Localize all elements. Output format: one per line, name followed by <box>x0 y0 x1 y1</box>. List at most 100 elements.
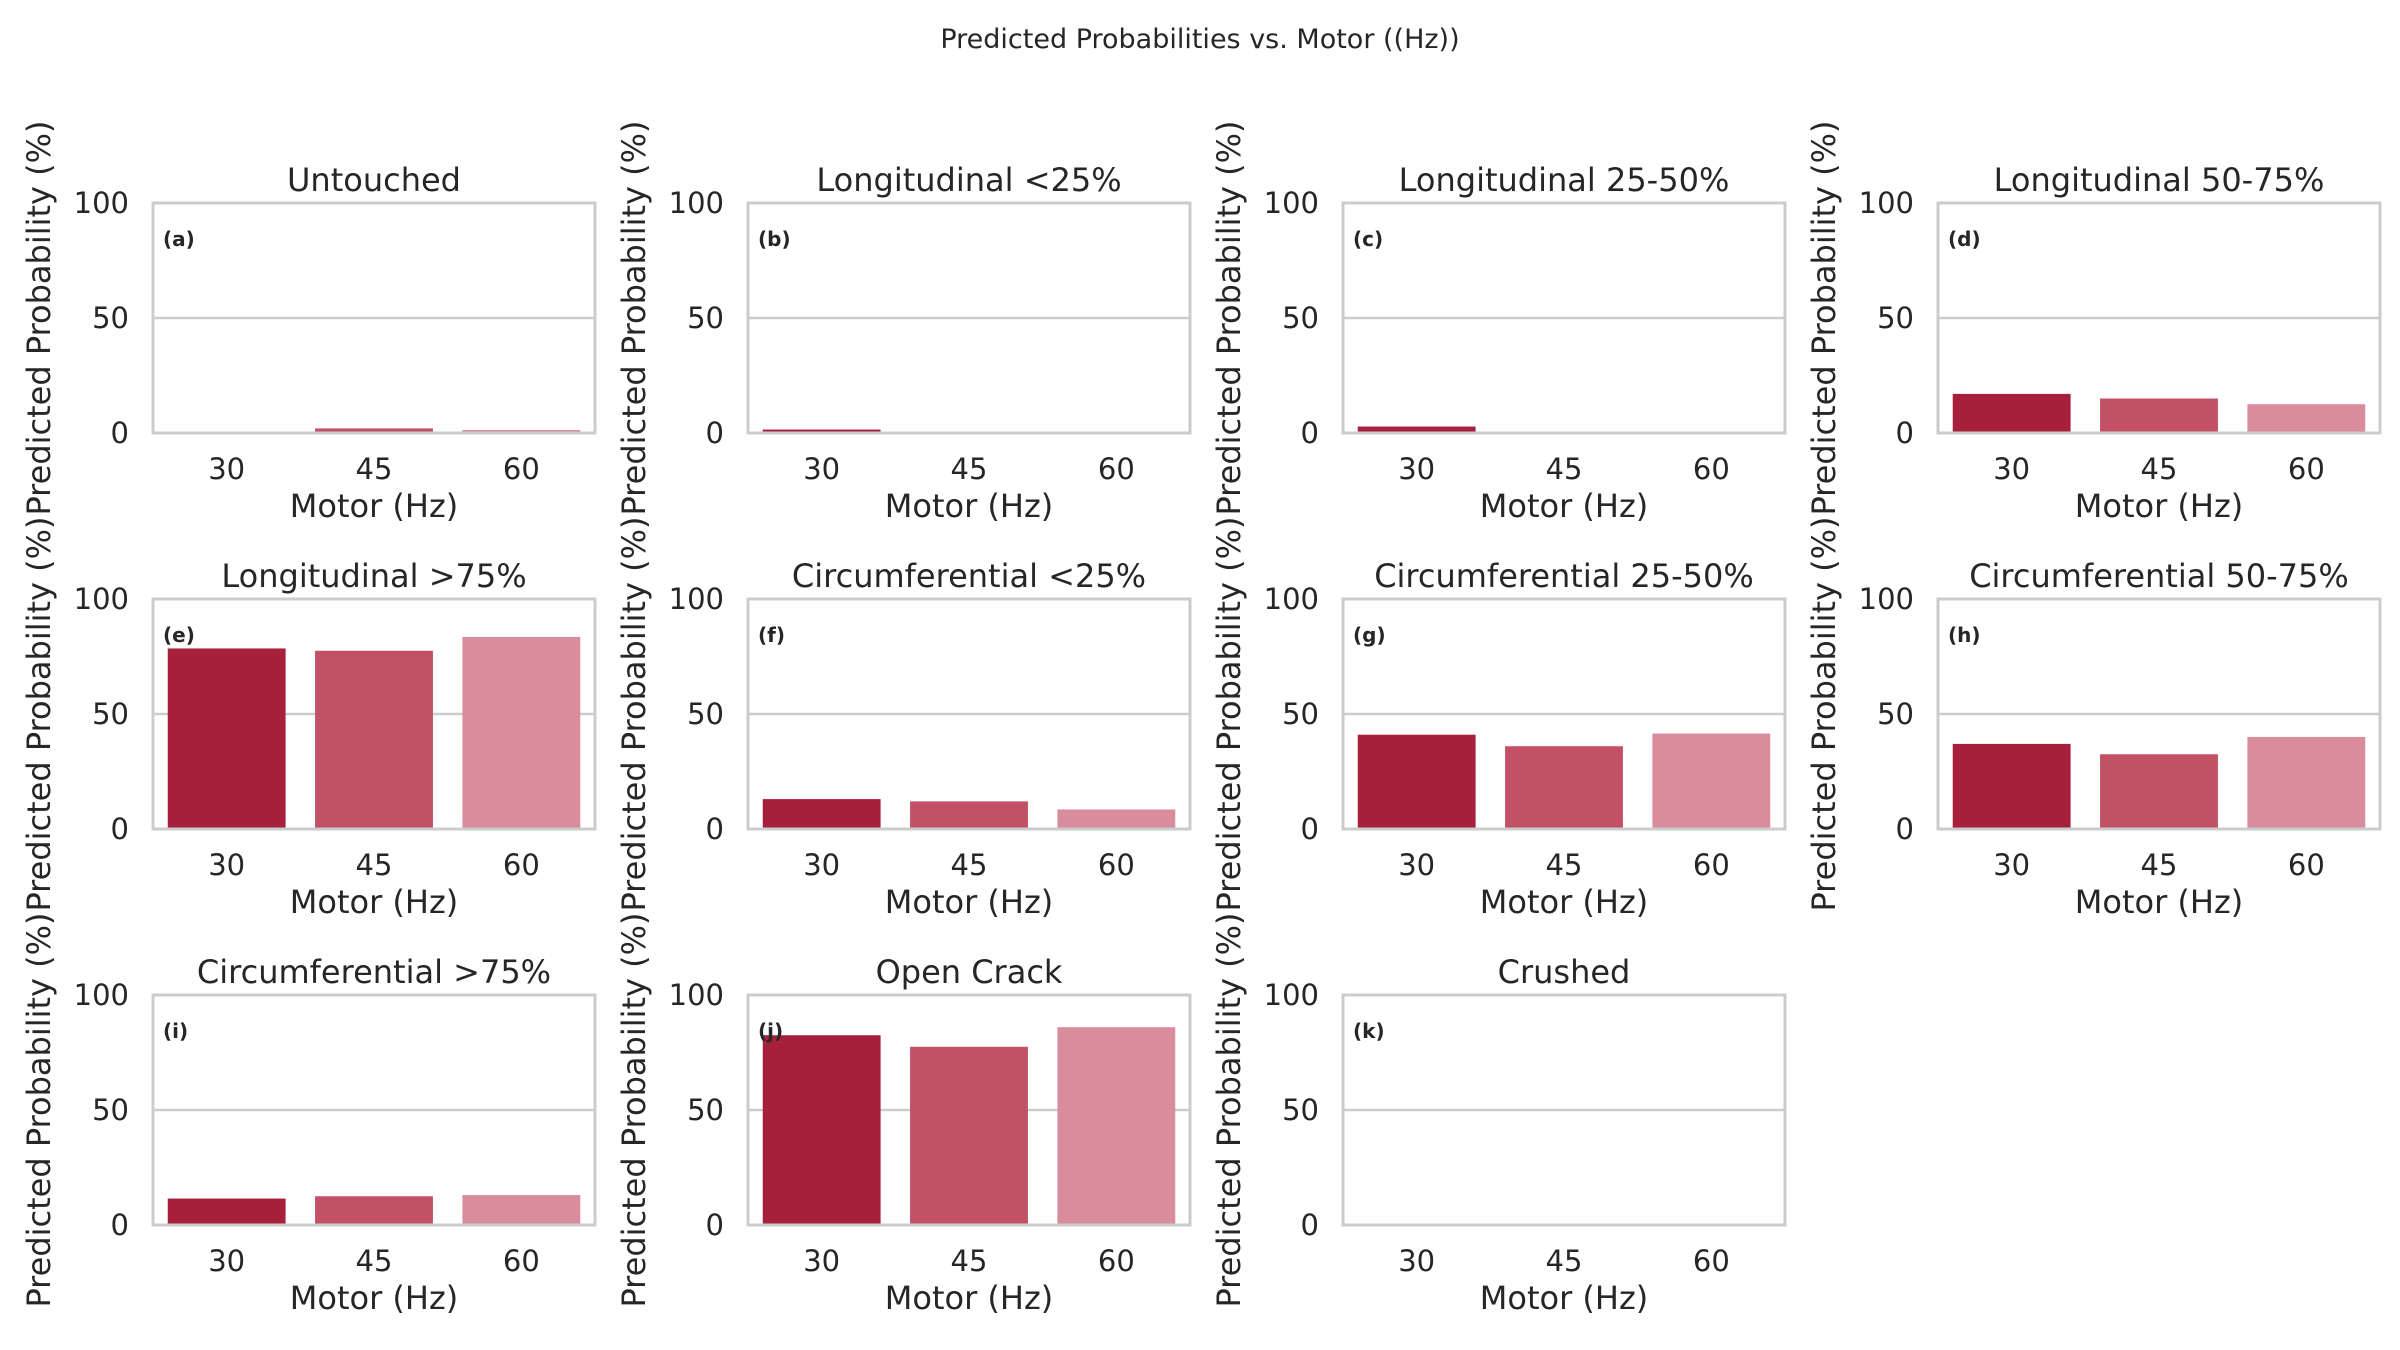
y-tick-label: 0 <box>706 1208 724 1242</box>
x-tick-label: 45 <box>2141 452 2178 486</box>
x-axis-label: Motor (Hz) <box>1480 487 1648 525</box>
y-axis-label: Predicted Probability (%) <box>1805 120 1843 515</box>
axes-frame <box>1936 201 2382 435</box>
y-tick-label: 50 <box>1282 1093 1319 1127</box>
panel-title: Circumferential 25-50% <box>1374 557 1754 595</box>
x-tick-label: 30 <box>1993 452 2030 486</box>
y-tick-label: 100 <box>1859 582 1914 616</box>
axes-frame <box>746 597 1192 831</box>
y-axis-label: Predicted Probability (%) <box>20 516 58 911</box>
y-tick-label: 0 <box>1896 416 1914 450</box>
subplot-panel: 0 50 100 30 45 60 Motor (Hz) Predicted Probabil… <box>1805 120 2382 525</box>
x-axis-label: Motor (Hz) <box>1480 883 1648 921</box>
panel-letter-label: (d) <box>1948 227 1981 251</box>
bar <box>1057 1027 1176 1225</box>
subplot-panel: 0 50 100 30 45 60 Motor (Hz) Predicted Probabil… <box>20 912 597 1317</box>
axes-frame <box>1341 201 1787 435</box>
panel-title: Untouched <box>287 161 461 199</box>
subplot-panel: 0 50 100 30 45 60 Motor (Hz) Predicted Probabil… <box>615 912 1192 1317</box>
x-tick-label: 45 <box>951 848 988 882</box>
bar <box>762 429 881 433</box>
y-tick-label: 0 <box>111 416 129 450</box>
bar <box>910 801 1028 829</box>
panel-title: Circumferential 50-75% <box>1969 557 2349 595</box>
panel-title: Crushed <box>1498 953 1631 991</box>
bar <box>1357 426 1476 433</box>
bar <box>2100 754 2218 829</box>
y-tick-label: 100 <box>1264 582 1319 616</box>
x-tick-label: 30 <box>1398 848 1435 882</box>
y-axis-label: Predicted Probability (%) <box>1210 912 1248 1307</box>
x-tick-label: 60 <box>1098 848 1135 882</box>
panel-letter-label: (k) <box>1353 1019 1385 1043</box>
y-tick-label: 50 <box>92 301 129 335</box>
y-axis-label: Predicted Probability (%) <box>1805 516 1843 911</box>
subplot-panel: 0 50 100 30 45 60 Motor (Hz) Predicted Probabil… <box>20 120 597 525</box>
bar <box>315 428 433 433</box>
y-tick-label: 50 <box>687 1093 724 1127</box>
y-tick-label: 100 <box>74 978 129 1012</box>
bar <box>1357 734 1476 829</box>
x-tick-label: 60 <box>1693 452 1730 486</box>
y-axis-label: Predicted Probability (%) <box>1210 120 1248 515</box>
x-axis-label: Motor (Hz) <box>1480 1279 1648 1317</box>
y-tick-label: 100 <box>74 582 129 616</box>
x-axis-label: Motor (Hz) <box>290 883 458 921</box>
panel-title: Open Crack <box>876 953 1063 991</box>
bar <box>1057 809 1176 829</box>
bar <box>462 1195 581 1225</box>
bar <box>1652 733 1771 829</box>
axes-frame <box>746 993 1192 1227</box>
x-tick-label: 30 <box>208 452 245 486</box>
subplot-panel: 0 50 100 30 45 60 Motor (Hz) Predicted Probabil… <box>615 516 1192 921</box>
y-tick-label: 50 <box>1877 301 1914 335</box>
x-tick-label: 30 <box>803 848 840 882</box>
bar <box>1952 743 2071 829</box>
x-tick-label: 30 <box>1398 1244 1435 1278</box>
x-tick-label: 45 <box>356 848 393 882</box>
panel-letter-label: (b) <box>758 227 791 251</box>
bar <box>2100 398 2218 433</box>
axes-frame <box>1936 597 2382 831</box>
x-tick-label: 45 <box>951 1244 988 1278</box>
x-tick-label: 45 <box>1546 1244 1583 1278</box>
x-tick-label: 45 <box>1546 848 1583 882</box>
y-tick-label: 100 <box>669 582 724 616</box>
x-axis-label: Motor (Hz) <box>885 883 1053 921</box>
y-tick-label: 100 <box>669 978 724 1012</box>
x-tick-label: 30 <box>208 1244 245 1278</box>
subplot-panel: 0 50 100 30 45 60 Motor (Hz) Predicted Probabil… <box>1210 912 1787 1317</box>
y-tick-label: 0 <box>1301 1208 1319 1242</box>
axes-frame <box>746 201 1192 435</box>
panel-title: Longitudinal 50-75% <box>1994 161 2325 199</box>
x-tick-label: 45 <box>951 452 988 486</box>
x-axis-label: Motor (Hz) <box>885 1279 1053 1317</box>
bar <box>1952 393 2071 433</box>
x-axis-label: Motor (Hz) <box>2075 883 2243 921</box>
panel-title: Circumferential <25% <box>792 557 1146 595</box>
y-tick-label: 50 <box>687 301 724 335</box>
y-tick-label: 100 <box>669 186 724 220</box>
x-tick-label: 60 <box>503 1244 540 1278</box>
x-tick-label: 45 <box>1546 452 1583 486</box>
y-tick-label: 0 <box>1896 812 1914 846</box>
y-tick-label: 50 <box>1282 697 1319 731</box>
y-tick-label: 50 <box>1877 697 1914 731</box>
y-axis-label: Predicted Probability (%) <box>1210 516 1248 911</box>
bar <box>910 1046 1028 1225</box>
y-axis-label: Predicted Probability (%) <box>615 120 653 515</box>
y-tick-label: 50 <box>1282 301 1319 335</box>
x-axis-label: Motor (Hz) <box>885 487 1053 525</box>
x-tick-label: 30 <box>803 1244 840 1278</box>
x-tick-label: 60 <box>1098 1244 1135 1278</box>
subplot-panel: 0 50 100 30 45 60 Motor (Hz) Predicted Probabil… <box>1805 516 2382 921</box>
panel-title: Longitudinal <25% <box>816 161 1121 199</box>
axes-frame <box>151 993 597 1227</box>
panel-letter-label: (e) <box>163 623 195 647</box>
panel-letter-label: (g) <box>1353 623 1386 647</box>
y-axis-label: Predicted Probability (%) <box>20 120 58 515</box>
bar <box>762 799 881 829</box>
x-tick-label: 30 <box>1398 452 1435 486</box>
x-tick-label: 30 <box>803 452 840 486</box>
